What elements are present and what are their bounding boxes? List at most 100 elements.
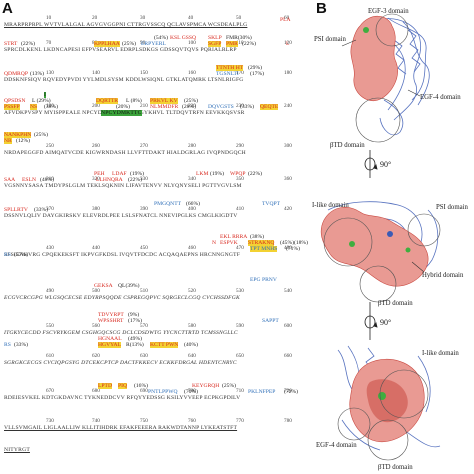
residue-number: 50 — [236, 15, 242, 21]
residue-number: 250 — [46, 143, 54, 149]
residue-number: 390 — [140, 206, 148, 212]
residue-number: 730 — [46, 418, 54, 424]
peptide-annotation: (22%) — [128, 177, 142, 183]
sequence-line: 670 680 690 700 710 720 RDEIESVKEL KDTGKDAVNC … — [4, 383, 304, 403]
peptide-annotation: STRT — [4, 41, 18, 47]
peptide-annotation: (48%) — [40, 177, 54, 183]
residue-number: 530 — [236, 288, 244, 294]
peptide-annotation: NS — [30, 104, 38, 110]
label-egf4-bottom: EGF-4 domain — [316, 442, 357, 449]
residue-number: 450 — [140, 245, 148, 251]
label-ilike-middle: I-like domain — [312, 202, 349, 209]
sequence-line: 610 620 630 640 650 660 SGRGKCECGS CVCIQPGSYG … — [4, 336, 304, 368]
peptide-annotation: TVQPT — [262, 201, 281, 207]
residue-number: 20 — [92, 15, 98, 21]
peptide-annotation: NR — [4, 138, 12, 144]
peptide-annotation: NLMMDFR — [150, 104, 179, 110]
label-btd-bottom: βTD domain — [378, 464, 413, 471]
structure-illustrations — [320, 13, 441, 461]
protein-surface-top — [350, 15, 398, 102]
peptide-annotation: (22%) — [242, 41, 256, 47]
residue-number: 510 — [140, 288, 148, 294]
peptide-annotation: (38%) — [250, 234, 264, 240]
peptide-annotation: (57%) — [14, 252, 28, 258]
label-rotation-2: 90° — [380, 318, 392, 327]
residue-number: 30 — [140, 15, 146, 21]
peptide-annotation: PIQ — [118, 383, 128, 389]
peptide-annotation: LPTD — [98, 383, 112, 389]
residue-number: 590 — [236, 323, 244, 329]
sequence-line: 130 140 150 160 170 180 DDSKNFSIQV RQVEDYPVDI … — [4, 65, 304, 85]
residue-number: 370 — [46, 206, 54, 212]
peptide-annotation: TDVYRPT — [98, 312, 124, 318]
label-psi-top: PSI domain — [314, 36, 346, 43]
sequence-line: 190 200 210 220 230 240 AFVDKPVSPY MYISPPEALE … — [4, 92, 304, 118]
residue-number: 490 — [46, 288, 54, 294]
peptide-annotation: NANKPHN — [4, 132, 32, 138]
residue-number: 740 — [92, 418, 100, 424]
residue-number: 100 — [188, 40, 196, 46]
panel-b-letter: B — [316, 0, 327, 17]
peptide-annotation: (28%) — [182, 104, 196, 110]
residue-number: 280 — [188, 143, 196, 149]
peptide-annotation: PMGQNTT — [154, 201, 182, 207]
domain-circle-psi-middle — [407, 213, 441, 247]
panel-a-letter: A — [2, 0, 13, 17]
residue-number: 470 — [236, 245, 244, 251]
residue-number: 710 — [236, 388, 244, 394]
residue-number: 670 — [46, 388, 54, 394]
panel-a-sequence-map: A 10 20 30 40 50 60 MRARPRPRPL WVTVLALGAL AGVG… — [2, 0, 308, 453]
peptide-annotation: RS — [4, 342, 11, 348]
peptide-annotation: PNTLPPWQ — [148, 389, 178, 395]
residue-number: 350 — [236, 176, 244, 182]
residue-number: 70 — [46, 40, 52, 46]
peptide-annotation: (25%) — [34, 132, 48, 138]
residue-number: 200 — [92, 103, 100, 109]
residue-number: 180 — [284, 70, 292, 76]
label-psi-middle: PSI domain — [436, 204, 468, 211]
residue-number: 150 — [140, 70, 148, 76]
residue-number: 330 — [140, 176, 148, 182]
label-egf3: EGF-3 domain — [368, 8, 409, 15]
peptide-annotation: PMR — [226, 41, 238, 47]
residue-number: 720 — [284, 388, 292, 394]
residue-number: 560 — [92, 323, 100, 329]
peptide-annotation: TTNTH HT — [216, 65, 244, 71]
structure-view-top — [341, 13, 430, 143]
peptide-annotation: RS — [4, 252, 11, 258]
peptide-annotation: (9%) — [128, 312, 140, 318]
peptide-annotation: (25%) — [122, 41, 136, 47]
residue-number: 650 — [236, 353, 244, 359]
residue-number: 240 — [284, 103, 292, 109]
peptide-annotation: EKL RRRA — [220, 234, 248, 240]
green-patch-bottom — [378, 392, 386, 400]
panel-b-structure-views: B — [308, 0, 474, 474]
sequence-text: ECGVCRCGPG WLGSQCECSE EDYRPSQQDE CSPREGQ… — [4, 295, 240, 301]
domain-circle-btd-top — [355, 97, 401, 143]
residue-number: 320 — [92, 176, 100, 182]
label-hybrid: Hybrid domain — [422, 272, 464, 279]
peptide-annotation: KCTT PWN — [150, 342, 179, 348]
peptide-annotation: HGNAAL — [98, 336, 122, 342]
peptide-annotation: (70%) — [184, 389, 198, 395]
peptide-annotation: (72%) — [284, 389, 298, 395]
residue-number: 760 — [188, 418, 196, 424]
residue-number: 260 — [92, 143, 100, 149]
residue-number: 230 — [236, 103, 244, 109]
sequence-line: 310 320 330 340 350 360 VGSNNYSASA TMDYPSLGLM … — [4, 171, 304, 191]
sequence-line: 730 740 750 760 770 780 VLLSVMGAIL LIGLAALLIW … — [4, 418, 304, 433]
residue-number: 60 — [284, 15, 290, 21]
residue-number: 750 — [140, 418, 148, 424]
peptide-annotation: WPQP — [230, 171, 246, 177]
peptide-annotation: (19%) — [130, 171, 144, 177]
peptide-annotation: (22%) — [21, 41, 35, 47]
domain-circle-ilike-middle — [323, 217, 373, 267]
peptide-annotation: ESLN — [22, 177, 36, 183]
sequence-text: NRDAPEGGFD AIMQATVCDE KIGWRNDASH LLVFTTD… — [4, 150, 246, 156]
peptide-annotation: I — [44, 92, 46, 98]
sequence-text: NITYRGT — [4, 447, 30, 453]
residue-number: 690 — [140, 388, 148, 394]
sequence-line: 10 20 30 40 50 60 MRARPRPRPL WVTVLALGAL AGVGVG… — [4, 15, 304, 30]
peptide-annotation: (38%) — [44, 104, 58, 110]
peptide-annotation: L (8%) — [126, 98, 142, 104]
